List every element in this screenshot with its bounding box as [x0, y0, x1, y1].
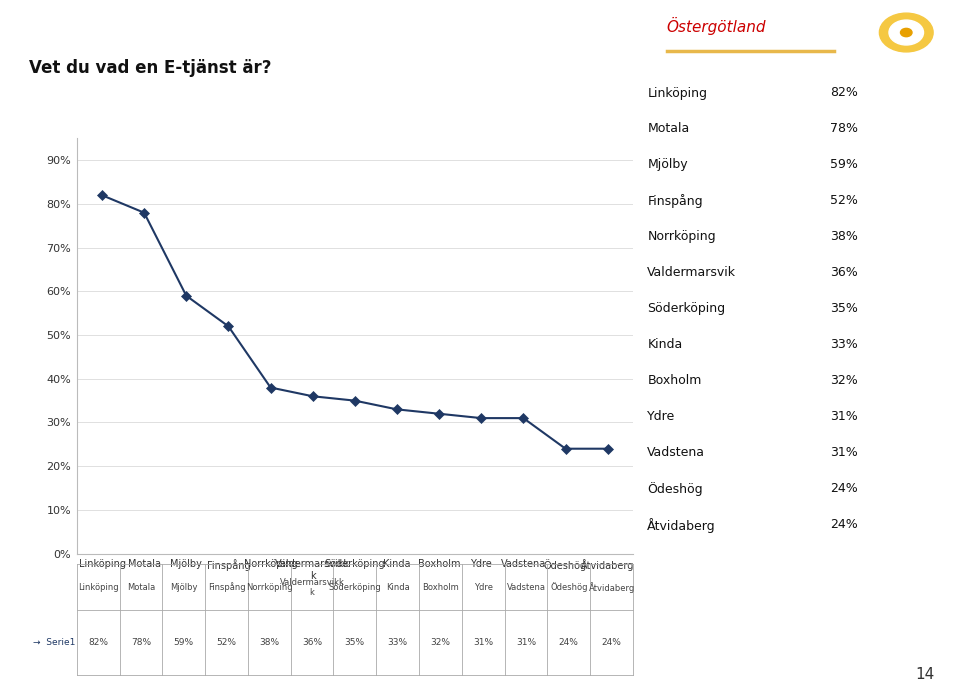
Text: Kinda: Kinda [386, 583, 409, 592]
Text: 31%: 31% [830, 410, 858, 424]
Text: 59%: 59% [830, 158, 858, 172]
Text: 24%: 24% [601, 638, 621, 647]
Text: Kinda: Kinda [647, 338, 683, 352]
Text: 24%: 24% [830, 518, 858, 531]
Text: Motala: Motala [127, 583, 155, 592]
Text: 59%: 59% [174, 638, 194, 647]
Text: 38%: 38% [259, 638, 279, 647]
Text: 24%: 24% [830, 482, 858, 495]
Text: Valdermarsvikk
k: Valdermarsvikk k [280, 578, 344, 597]
Text: Ödeshög: Ödeshög [647, 482, 703, 496]
Text: 33%: 33% [387, 638, 408, 647]
Text: 82%: 82% [830, 86, 858, 100]
Text: Mjölby: Mjölby [647, 158, 688, 172]
Text: 78%: 78% [830, 122, 858, 136]
Text: 35%: 35% [345, 638, 364, 647]
Text: Ydre: Ydre [474, 583, 493, 592]
Text: Vadstena: Vadstena [506, 583, 546, 592]
Text: Åtvidaberg: Åtvidaberg [589, 582, 635, 592]
Text: 33%: 33% [830, 338, 858, 352]
Text: 36%: 36% [830, 266, 858, 280]
Text: Valdermarsvik: Valdermarsvik [647, 266, 737, 280]
Text: Boxholm: Boxholm [647, 374, 702, 388]
Text: Ödeshög: Ödeshög [550, 582, 588, 592]
Text: 31%: 31% [473, 638, 493, 647]
Text: →  Serie1: → Serie1 [34, 638, 76, 647]
Text: Norrköping: Norrköping [246, 583, 292, 592]
Text: Finspång: Finspång [647, 194, 703, 208]
Text: Linköping: Linköping [647, 86, 708, 100]
Text: Motala: Motala [647, 122, 690, 136]
Text: Vadstena: Vadstena [647, 446, 705, 459]
Text: Linköping: Linköping [78, 583, 118, 592]
Text: 36%: 36% [302, 638, 322, 647]
Text: 31%: 31% [516, 638, 536, 647]
Text: 52%: 52% [217, 638, 237, 647]
Text: 82%: 82% [88, 638, 108, 647]
Text: Söderköping: Söderköping [647, 302, 725, 316]
Text: 32%: 32% [431, 638, 451, 647]
Text: 52%: 52% [830, 194, 858, 208]
Text: 14: 14 [916, 666, 935, 682]
Text: Ydre: Ydre [647, 410, 675, 424]
Text: Vet du vad en E-tjänst är?: Vet du vad en E-tjänst är? [29, 59, 271, 77]
Text: 24%: 24% [559, 638, 578, 647]
Text: Åtvidaberg: Åtvidaberg [647, 518, 716, 534]
Text: Boxholm: Boxholm [422, 583, 458, 592]
Text: 32%: 32% [830, 374, 858, 388]
Text: Östergötland: Östergötland [667, 17, 766, 35]
Text: 38%: 38% [830, 230, 858, 244]
Text: Norrköping: Norrköping [647, 230, 716, 244]
Text: 31%: 31% [830, 446, 858, 459]
Text: Finspång: Finspång [208, 582, 246, 592]
Text: Mjölby: Mjölby [170, 583, 198, 592]
Text: 35%: 35% [830, 302, 858, 316]
Text: Söderköping: Söderköping [328, 583, 382, 592]
Text: 78%: 78% [130, 638, 151, 647]
